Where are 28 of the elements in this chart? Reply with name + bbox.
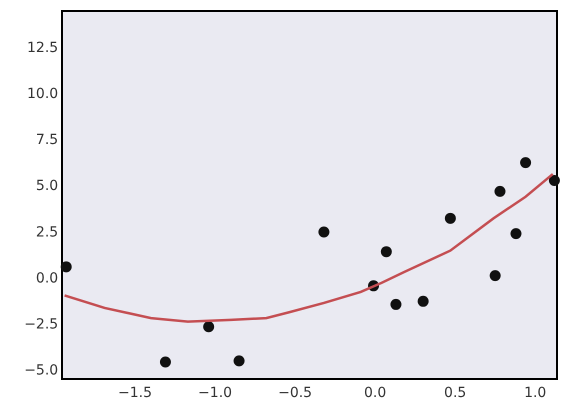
point	[160, 356, 171, 368]
y-tick-label: 5.0	[36, 178, 58, 194]
x-tick-label: −1.0	[198, 384, 232, 401]
point	[234, 355, 245, 366]
x-tick-label: 0.5	[444, 384, 466, 401]
point	[444, 212, 456, 224]
point	[494, 186, 506, 197]
y-tick-label: 12.5	[27, 40, 58, 56]
y-tick-label: 10.0	[27, 86, 58, 102]
x-tick-label: −0.5	[278, 384, 312, 401]
point	[203, 321, 214, 332]
point	[520, 157, 532, 168]
x-tick-label: −1.5	[118, 384, 152, 401]
x-tick-label: 1.0	[524, 384, 546, 401]
point	[418, 296, 429, 307]
point	[380, 246, 392, 258]
x-tick-label: 0.0	[364, 384, 386, 401]
y-tick-label: 2.5	[36, 224, 58, 240]
y-tick-label: −2.5	[24, 316, 58, 333]
point	[548, 175, 560, 186]
y-tick-label: −5.0	[24, 362, 58, 379]
point	[510, 228, 522, 240]
point	[318, 226, 330, 238]
y-tick-label: 7.5	[36, 132, 58, 148]
y-tick-label: 0.0	[36, 270, 58, 286]
point	[60, 261, 72, 272]
point	[390, 298, 402, 310]
point	[490, 270, 501, 282]
